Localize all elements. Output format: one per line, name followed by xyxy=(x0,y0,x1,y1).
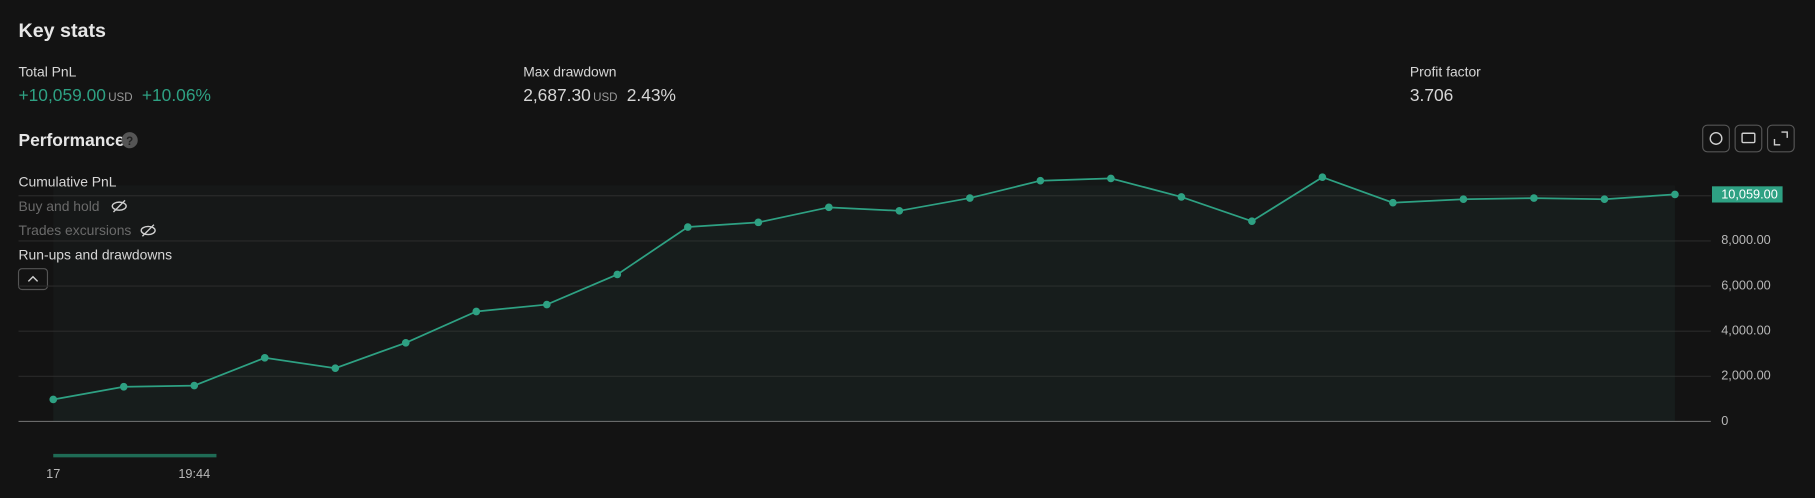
point xyxy=(1107,174,1115,183)
point xyxy=(472,307,481,316)
section-title: Key stats xyxy=(19,20,106,42)
point xyxy=(1600,195,1609,204)
y-tick-label: 0 xyxy=(1721,413,1728,428)
point xyxy=(119,382,128,391)
point xyxy=(684,223,692,231)
hidden-icon[interactable] xyxy=(140,225,156,236)
stat-value: 2,687.30 USD 2.43% xyxy=(523,85,676,105)
fullscreen-icon[interactable] xyxy=(1773,131,1788,146)
point xyxy=(1318,173,1327,182)
screenshot-button[interactable] xyxy=(1734,124,1763,153)
plot-panel xyxy=(53,185,1675,422)
stat-label: Total PnL xyxy=(19,64,77,80)
point xyxy=(49,395,58,404)
toggle-label[interactable]: Trades excursions xyxy=(19,222,132,238)
point xyxy=(190,381,199,390)
point xyxy=(1459,195,1468,204)
stat-number: 2,687.30 xyxy=(523,85,591,105)
y-tick-label: 4,000.00 xyxy=(1721,323,1771,338)
x-tick-label: 19:44 xyxy=(178,466,210,481)
point xyxy=(1036,176,1045,185)
point xyxy=(613,270,622,279)
x-tick-label: 17 xyxy=(46,466,60,481)
last-value-label: 10,059.00 xyxy=(1721,186,1778,201)
legend-entry: Cumulative PnL xyxy=(19,173,117,189)
settings-icon[interactable] xyxy=(1709,131,1723,145)
point xyxy=(1248,217,1256,226)
point xyxy=(895,206,904,215)
camera-icon[interactable] xyxy=(1741,132,1756,144)
toolbar xyxy=(1702,124,1795,153)
hidden-icon[interactable] xyxy=(111,201,127,211)
stat-label: Profit factor xyxy=(1410,64,1481,80)
toggle-label[interactable]: Run-ups and drawdowns xyxy=(19,246,173,262)
settings-button[interactable] xyxy=(1702,124,1730,153)
stat-value: +10,059.00 USD +10.06% xyxy=(19,85,211,105)
point xyxy=(966,194,974,202)
stat-number: +10,059.00 xyxy=(19,85,106,105)
last-value-badge xyxy=(1711,186,1783,203)
section-title: Performance xyxy=(19,130,125,150)
y-tick-label: 2,000.00 xyxy=(1721,368,1771,383)
stat-percent: 2.43% xyxy=(627,85,676,105)
point xyxy=(1530,194,1538,202)
range-slider[interactable] xyxy=(53,453,217,458)
point xyxy=(542,300,551,309)
collapse-button[interactable] xyxy=(17,268,49,291)
point xyxy=(260,353,269,362)
chevron-icon[interactable] xyxy=(27,275,39,282)
stat-label: Max drawdown xyxy=(523,64,616,80)
point xyxy=(401,338,410,347)
point xyxy=(1389,198,1397,207)
point xyxy=(1671,190,1679,199)
y-tick-label: 6,000.00 xyxy=(1721,277,1771,292)
fullscreen-button[interactable] xyxy=(1766,124,1795,153)
area-fill xyxy=(53,177,1675,422)
help-mark[interactable]: ? xyxy=(126,136,133,148)
stat-value: 3.706 xyxy=(1410,85,1453,105)
stat-percent: +10.06% xyxy=(142,85,211,105)
point xyxy=(754,218,763,227)
point xyxy=(825,203,833,212)
line xyxy=(53,176,1675,401)
point xyxy=(1177,193,1186,201)
hidden-icon-slash[interactable] xyxy=(141,224,155,237)
stat-unit: USD xyxy=(108,92,132,104)
y-tick-label: 8,000.00 xyxy=(1721,232,1771,247)
help-icon[interactable] xyxy=(121,132,138,149)
toggle-label[interactable]: Buy and hold xyxy=(19,198,100,214)
stat-unit: USD xyxy=(593,92,617,104)
hidden-icon-slash[interactable] xyxy=(112,199,126,213)
point xyxy=(331,364,340,373)
